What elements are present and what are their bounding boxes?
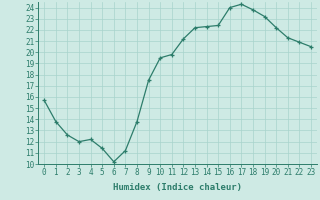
X-axis label: Humidex (Indice chaleur): Humidex (Indice chaleur) — [113, 183, 242, 192]
